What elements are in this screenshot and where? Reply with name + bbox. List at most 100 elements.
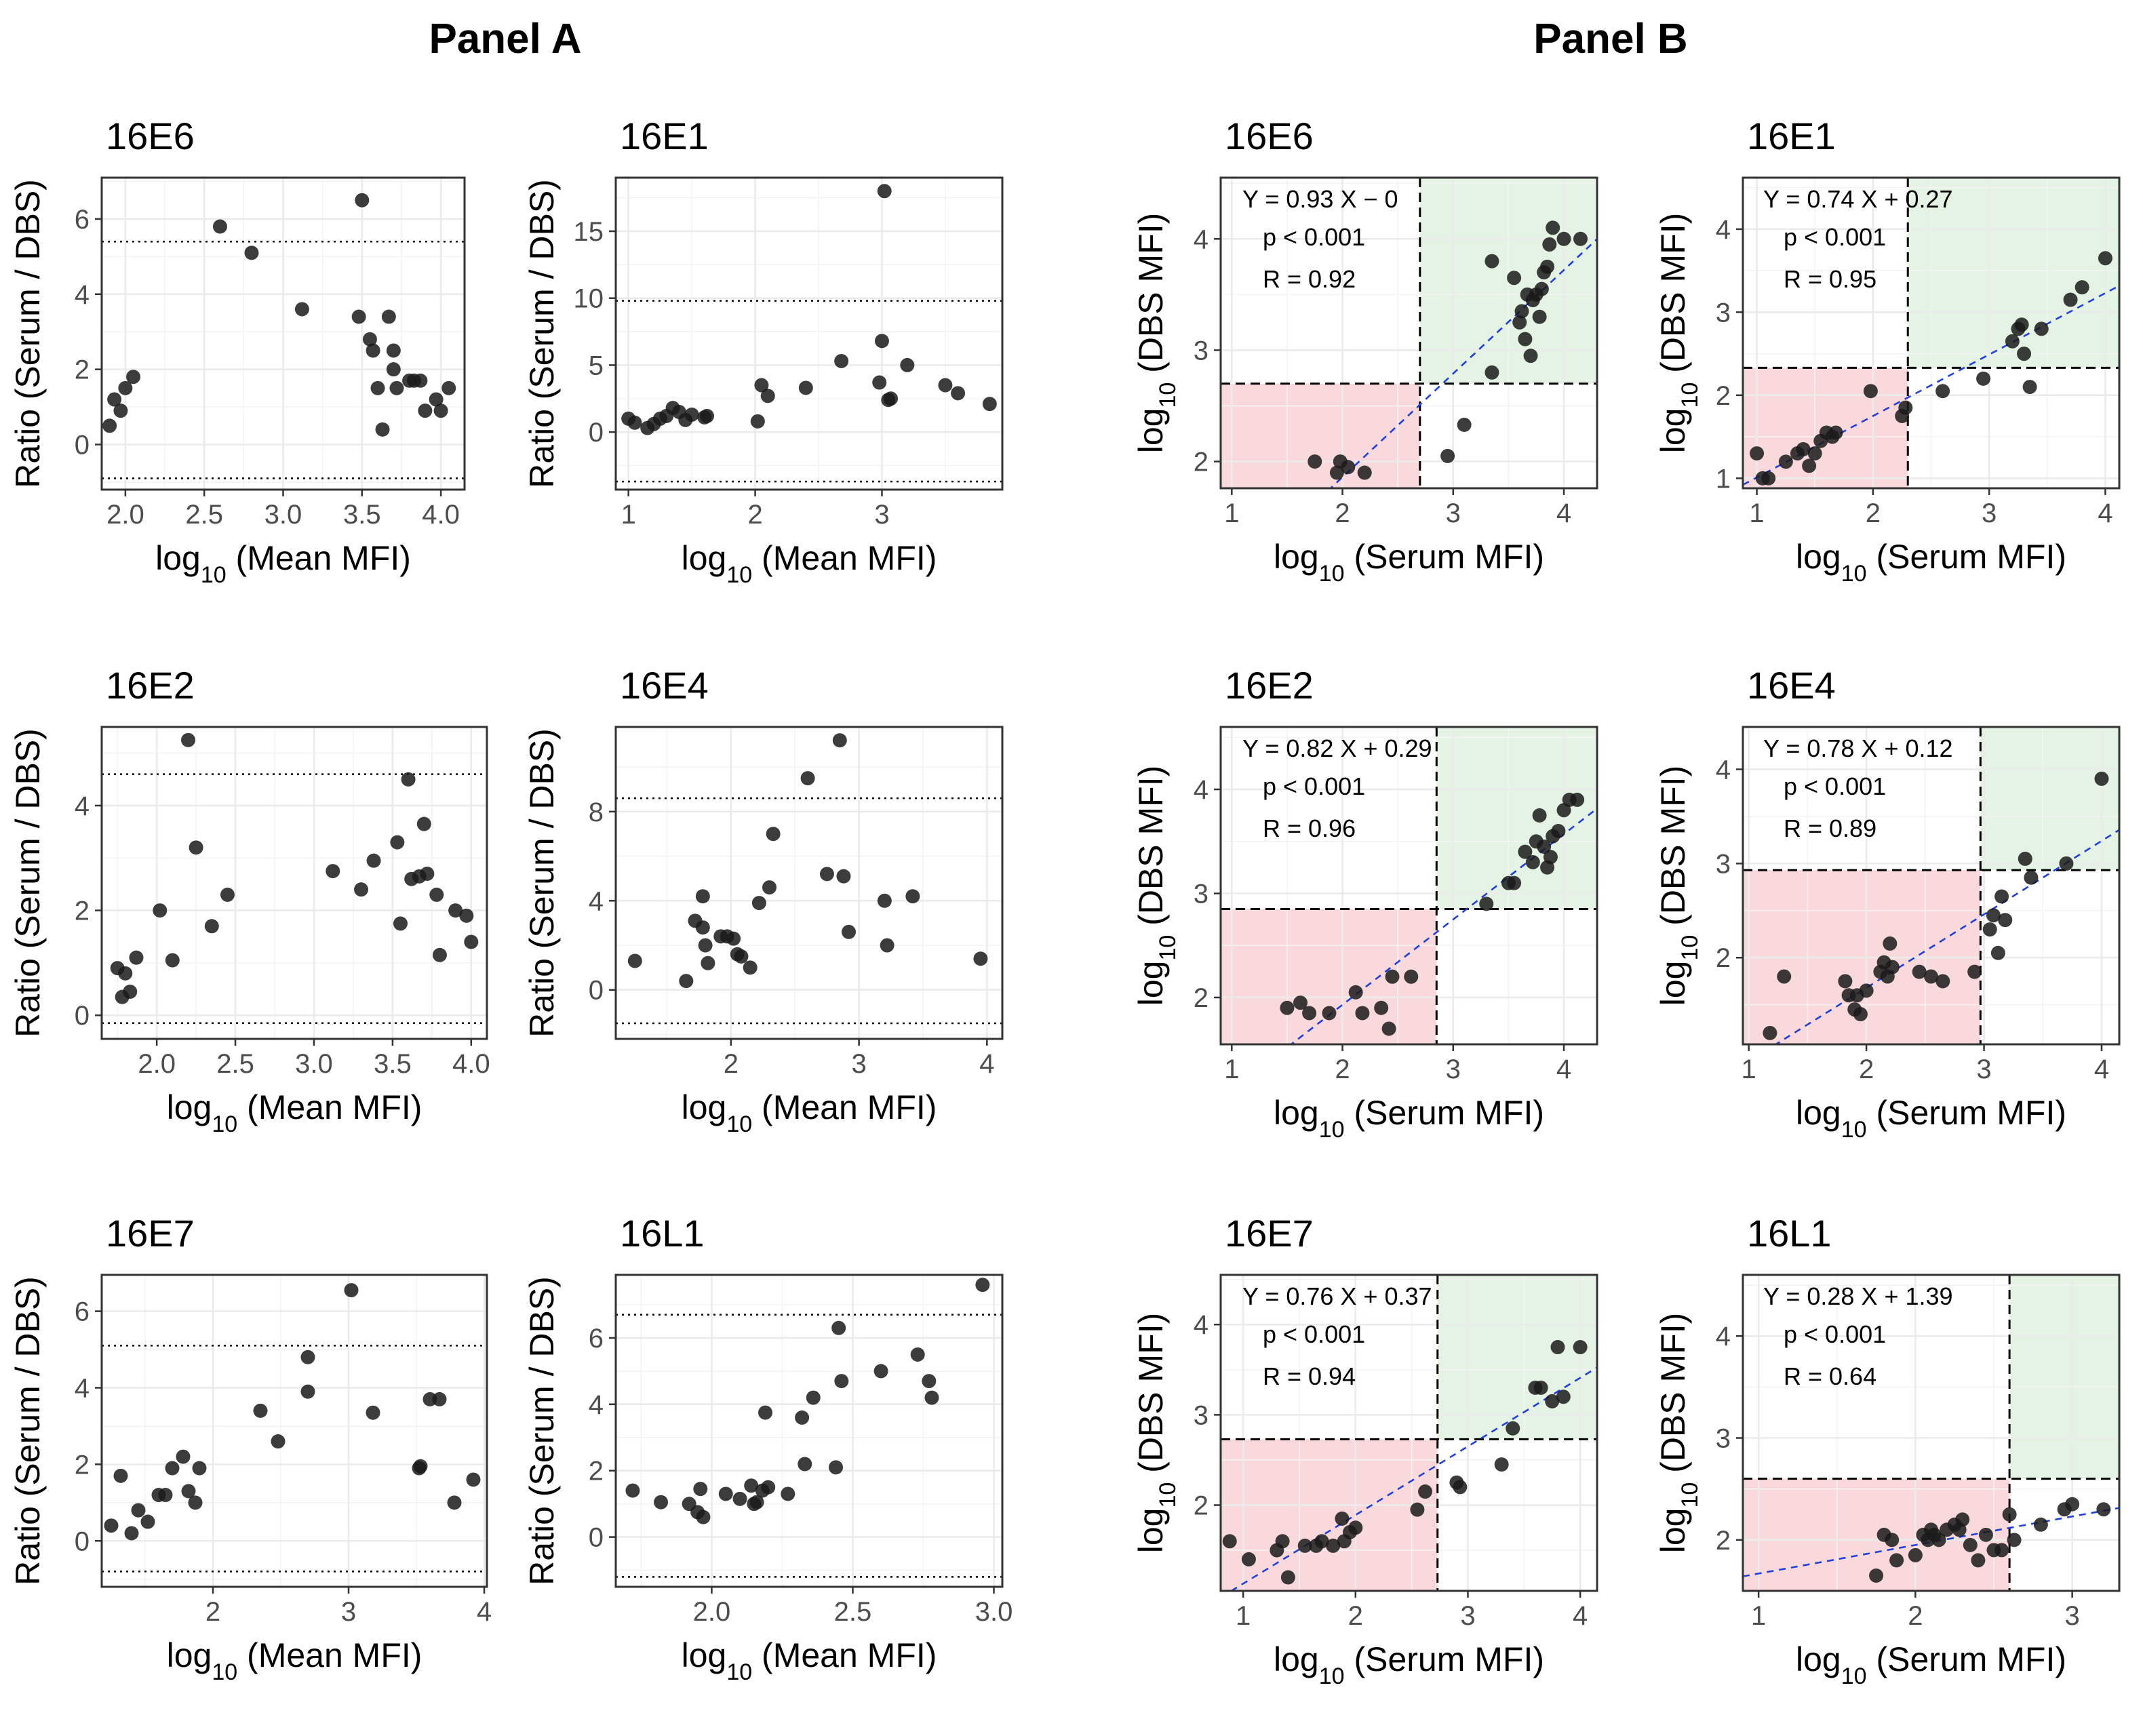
data-point (366, 853, 381, 868)
data-point (1935, 384, 1950, 399)
data-point (749, 1495, 764, 1510)
y-tick-label: 2 (1716, 1526, 1731, 1556)
x-axis-label-rest: (Serum MFI) (1345, 1094, 1544, 1132)
y-axis-label: log10 (DBS MFI) (1132, 1313, 1181, 1554)
y-tick-label: 0 (589, 418, 604, 448)
data-point (390, 835, 405, 850)
x-axis-label-base: log (1274, 1094, 1319, 1132)
plot-background (616, 178, 1002, 490)
y-tick-label: 5 (589, 351, 604, 380)
y-axis-label-base: log (1654, 1508, 1692, 1554)
x-axis-label: log10 (Serum MFI) (1796, 1640, 2066, 1689)
y-axis-label: Ratio (Serum / DBS) (523, 179, 561, 488)
data-point (877, 893, 892, 908)
data-points (1308, 220, 1588, 480)
x-axis-label-base: log (682, 1088, 727, 1126)
x-axis-label-sub: 10 (1319, 1663, 1345, 1689)
data-point (420, 866, 435, 881)
data-point (2063, 292, 2078, 307)
data-point (124, 1526, 139, 1541)
data-point (1348, 1520, 1363, 1535)
data-point (873, 1364, 888, 1379)
data-point (1924, 969, 1938, 984)
data-point (1280, 1570, 1295, 1585)
data-point (829, 1460, 844, 1475)
x-tick-label: 2 (747, 500, 762, 530)
data-point (754, 378, 769, 393)
plot-frame (1219, 1274, 1598, 1592)
y-tick-label: 2 (1716, 943, 1731, 973)
data-point (153, 903, 168, 918)
data-point (212, 219, 227, 234)
plot-b-16e2: Y = 0.82 X + 0.29 p < 0.001 R = 0.96 1 2 3 4 2 3… (1132, 664, 1598, 1143)
y-tick-label: 3 (1716, 1424, 1731, 1454)
x-tick-label: 2 (1335, 1054, 1350, 1084)
data-point (1556, 1389, 1571, 1404)
data-point (900, 357, 915, 372)
data-points (1763, 771, 2109, 1040)
subplot-title: 16L1 (620, 1212, 705, 1255)
y-axis-label-base: log (1132, 1508, 1170, 1554)
y-tick-label: 2 (1194, 1491, 1208, 1521)
panel-a-title: Panel A (429, 16, 581, 62)
y-tick-label: 4 (1194, 1310, 1208, 1340)
data-point (300, 1349, 315, 1364)
data-point (806, 1390, 821, 1405)
data-point (726, 931, 741, 946)
grid-lines (102, 178, 465, 490)
data-point (294, 302, 309, 317)
data-point (1976, 371, 1991, 386)
x-axis-label: log10 (Serum MFI) (1274, 538, 1544, 587)
data-point (1828, 425, 1843, 440)
data-point (1537, 839, 1552, 854)
subplot-title: 16E7 (106, 1212, 195, 1255)
data-point (679, 974, 694, 989)
data-point (447, 1495, 462, 1510)
y-axis-label: Ratio (Serum / DBS) (9, 1276, 47, 1585)
x-axis-label-base: log (167, 1636, 212, 1674)
subplot-title: 16E6 (1225, 115, 1314, 157)
data-point (1479, 896, 1494, 911)
plot-frame (1742, 1274, 2121, 1592)
data-point (1326, 1538, 1341, 1553)
data-points (625, 1278, 990, 1524)
grid-lines (1743, 178, 2119, 488)
data-point (1314, 1534, 1329, 1549)
fit-p-value: p < 0.001 (1263, 772, 1365, 800)
plot-a-16l1: 2.0 2.5 3.0 0 2 4 6 16L1 log10 (Mean MFI) Ratio (… (523, 1212, 1012, 1685)
data-point (1357, 465, 1372, 480)
y-axis-label-rest: (DBS MFI) (1654, 766, 1692, 935)
subplot-title: 16E6 (106, 115, 195, 157)
data-point (1348, 985, 1363, 1000)
x-tick-label: 2.5 (185, 500, 223, 530)
y-tick-label: 3 (1194, 336, 1208, 366)
data-points (1280, 792, 1585, 1036)
data-point (355, 193, 370, 208)
fit-equation: Y = 0.93 X − 0 (1242, 185, 1398, 213)
data-point (1838, 974, 1853, 989)
data-point (1990, 945, 2005, 960)
data-point (176, 1449, 191, 1464)
x-tick-label: 1 (621, 500, 636, 530)
data-point (126, 370, 141, 384)
plot-background (616, 1275, 1002, 1587)
data-point (750, 414, 765, 429)
data-point (432, 947, 447, 962)
data-point (874, 334, 889, 349)
data-point (973, 951, 988, 966)
x-tick-label: 3 (1976, 1054, 1991, 1084)
y-tick-label: 6 (589, 1324, 604, 1354)
plot-background (102, 1275, 487, 1587)
fit-equation: Y = 0.82 X + 0.29 (1242, 734, 1432, 762)
data-point (800, 771, 815, 786)
high-zone-shade (2009, 1275, 2119, 1479)
data-point (429, 392, 444, 407)
y-tick-label: 0 (75, 1001, 90, 1031)
subplot-title: 16E7 (1225, 1212, 1314, 1255)
subplot-title: 16E2 (106, 664, 195, 707)
data-point (1440, 448, 1455, 463)
plot-frame (1742, 176, 2121, 490)
data-point (1778, 454, 1793, 469)
data-point (165, 1461, 180, 1476)
data-point (464, 934, 479, 949)
